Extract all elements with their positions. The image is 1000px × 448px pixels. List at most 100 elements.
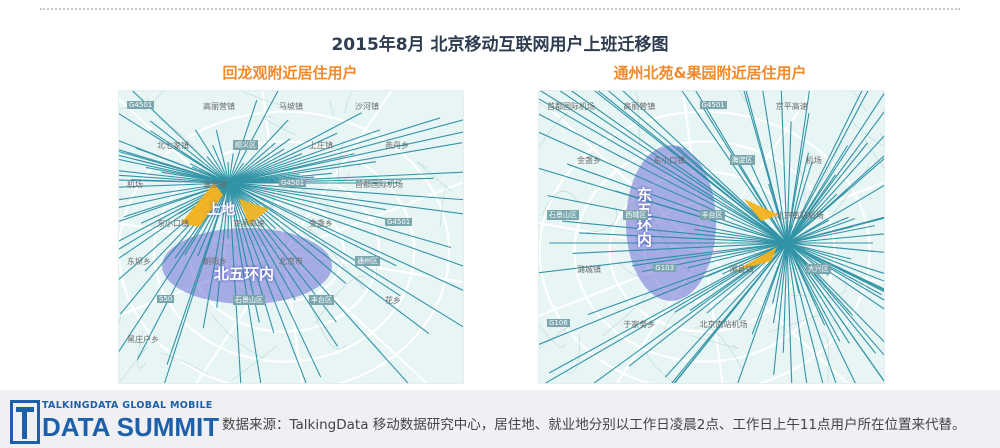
left-flow-line (131, 179, 230, 184)
left-flow-arrow-west (181, 183, 223, 227)
right-flow-line (687, 242, 788, 269)
right-flow-line (673, 242, 788, 383)
left-flow-line (228, 91, 279, 184)
right-flow-line (786, 242, 808, 383)
left-origin-label: 上地 (207, 202, 235, 218)
place-label: 花乡 (385, 296, 401, 306)
left-flow-line (164, 182, 230, 383)
place-label: G4501 (385, 217, 413, 226)
right-flow-line (562, 220, 788, 244)
highway (283, 91, 393, 253)
place-label: 温泉镇 (203, 179, 227, 189)
footer-bar (0, 390, 1000, 448)
minor-road (230, 345, 277, 382)
place-label: G106 (547, 318, 570, 327)
right-flow-line (786, 242, 877, 354)
page-title: 2015年8月 北京移动互联网用户上班迁移图 (331, 35, 669, 55)
left-flow-line (119, 174, 230, 184)
td-logo-icon (10, 400, 40, 444)
highway (703, 250, 849, 383)
left-flow-line (228, 112, 362, 184)
minor-road (119, 106, 148, 112)
place-label: 石景山区 (547, 209, 579, 220)
minor-road (263, 116, 296, 136)
left-flow-line (119, 113, 230, 184)
place-label: 机场 (127, 179, 143, 189)
place-label: 北京南站机场 (699, 319, 748, 329)
minor-road (539, 324, 566, 348)
right-flow-line (773, 242, 788, 375)
left-flow-line (119, 170, 230, 184)
right-flow-line (786, 91, 869, 244)
left-flow-line (194, 129, 230, 184)
ring-road (119, 110, 451, 383)
minor-road (314, 276, 366, 324)
right-flow-line (539, 131, 788, 244)
right-map-graphic (539, 91, 884, 383)
left-flow-line (119, 182, 230, 188)
left-flow-line (149, 130, 230, 184)
left-flow-line (228, 177, 434, 184)
right-flow-line (786, 242, 793, 383)
right-flow-arrow-upper (744, 199, 779, 221)
right-flow-line (782, 242, 788, 353)
top-divider (40, 8, 960, 10)
right-flow-line (786, 218, 856, 244)
place-label: 海淀区 (729, 155, 755, 166)
place-label: G4501 (127, 101, 155, 109)
minor-road (841, 91, 867, 113)
right-flow-line (579, 232, 788, 244)
right-flow-line (607, 91, 788, 244)
right-flow-line (786, 242, 884, 301)
right-flow-line (786, 242, 882, 296)
minor-road (307, 226, 365, 290)
minor-road (646, 349, 675, 383)
minor-road (565, 335, 581, 374)
right-flow-line (539, 113, 788, 244)
left-flow-line (149, 120, 230, 184)
minor-road (738, 91, 747, 103)
minor-road (344, 91, 354, 114)
left-flow-line (228, 182, 296, 301)
minor-road (689, 334, 739, 349)
right-flow-line (786, 145, 848, 244)
right-flow-line (539, 91, 788, 244)
right-flow-line (786, 242, 841, 342)
right-flow-line (786, 225, 876, 244)
left-flow-line (228, 182, 262, 383)
place-label: 金盏乡 (577, 156, 601, 166)
right-flow-line (786, 216, 849, 244)
highway (703, 91, 814, 253)
place-label: 京平高速 (775, 102, 808, 111)
right-flow-line (632, 242, 788, 267)
left-flow-line (228, 153, 234, 184)
left-flow-line (166, 182, 230, 365)
minor-road (160, 353, 210, 376)
right-flow-line (572, 242, 788, 254)
minor-road (539, 104, 579, 147)
minor-road (794, 164, 806, 220)
right-flow-line (772, 242, 788, 304)
left-panel-title: 回龙观附近居住用户 (222, 64, 358, 82)
left-flow-line (212, 145, 230, 184)
right-flow-line (547, 195, 788, 244)
place-label: 北七家镇 (157, 140, 189, 150)
minor-road (137, 329, 147, 369)
right-flow-line (786, 242, 884, 291)
data-source-note: 数据来源：TalkingData 移动数据研究中心，居住地、就业地分别以工作日凌… (222, 417, 966, 433)
right-flow-line (594, 91, 788, 244)
left-flow-line (135, 147, 230, 184)
right-flow-line (786, 242, 837, 383)
place-label: S50 (157, 295, 175, 304)
place-label: 北京市 (279, 257, 303, 267)
place-label: 马坡镇 (279, 102, 303, 111)
place-label: 京承高速 (233, 218, 265, 228)
left-flow-line (228, 148, 285, 184)
left-flow-line (227, 162, 230, 184)
left-flow-line (228, 182, 409, 383)
right-flow-line (772, 242, 788, 324)
right-flow-line (786, 155, 884, 244)
right-flow-line (786, 242, 884, 274)
place-label: 金盏乡 (309, 218, 333, 228)
right-flow-line (786, 152, 810, 244)
